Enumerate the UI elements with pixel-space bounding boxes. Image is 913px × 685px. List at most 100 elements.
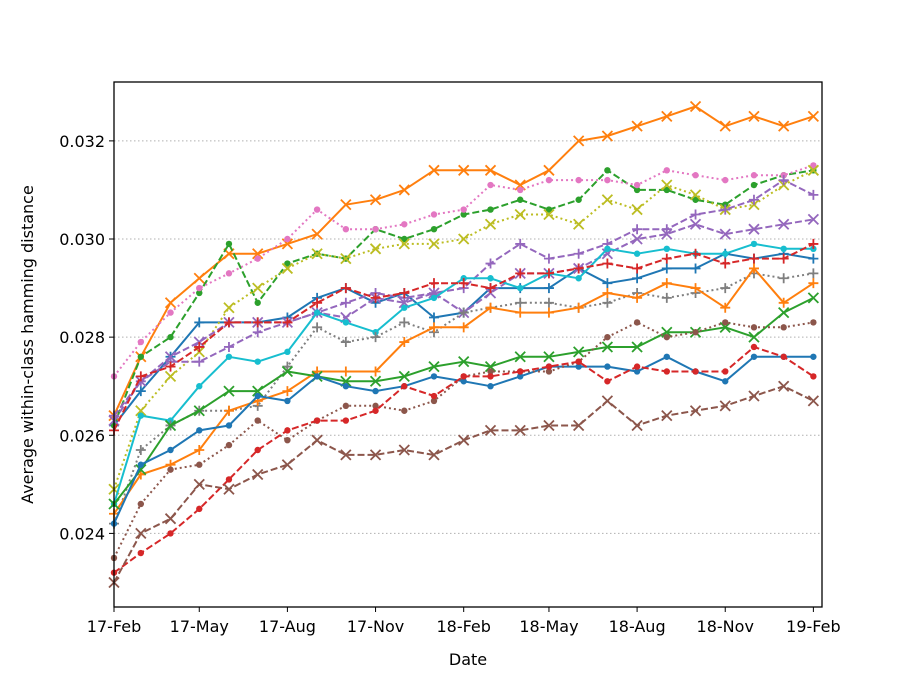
data-point [460,373,467,380]
series-16 [108,380,820,589]
data-point [632,273,643,284]
data-point [487,206,494,213]
data-point [281,365,294,378]
data-point [601,194,614,206]
data-point [663,333,670,341]
plot-frame [113,81,823,608]
data-point [430,392,438,400]
data-point [458,278,469,289]
data-point [135,371,146,382]
data-point [223,405,234,416]
data-point [281,262,294,275]
data-point [137,549,145,557]
data-point [485,258,496,269]
data-point [722,176,729,184]
data-point [254,299,261,306]
data-point [460,378,467,385]
data-point [661,110,673,122]
data-point [575,363,582,370]
data-point [194,356,205,367]
data-point [517,196,524,203]
data-point [663,245,670,253]
data-point [748,390,760,402]
data-point [340,337,351,348]
data-point [225,476,233,483]
data-point [778,306,790,319]
data-point [369,375,382,387]
data-point [543,164,555,176]
data-point [254,358,261,365]
x-tick-label: 17-May [170,617,229,636]
data-point [430,397,438,405]
data-point [604,167,611,174]
y-tick-label: 0.030 [59,230,105,249]
data-point [543,268,554,279]
data-point [689,218,702,230]
data-point [692,329,699,336]
data-point [428,322,439,333]
data-point [223,317,234,328]
data-point [225,270,233,277]
data-point [808,253,819,264]
data-point [661,410,673,422]
data-point [164,370,177,383]
data-point [604,245,611,253]
data-point [252,327,263,338]
data-point [748,223,760,235]
y-tick-label: 0.026 [59,426,105,445]
data-point [690,283,701,294]
data-point [196,427,203,434]
data-point [137,412,145,419]
data-point [778,175,789,186]
data-point [573,218,585,230]
data-point [252,248,264,260]
data-point [689,405,702,417]
data-point [281,459,294,471]
data-point [398,238,410,250]
data-point [372,387,379,395]
data-point [399,317,410,328]
data-point [225,441,233,449]
data-point [661,179,673,191]
data-point [193,478,205,490]
data-point [194,341,205,352]
data-point [167,446,174,454]
data-point [311,248,323,260]
data-point [720,258,731,269]
data-point [780,324,787,331]
data-point [196,505,203,513]
x-tick-label: 17-Nov [347,617,404,636]
data-point [372,225,379,233]
data-point [807,395,820,407]
data-point [722,250,729,257]
data-point [689,189,702,201]
data-point [748,331,760,343]
data-point [137,500,145,508]
data-point [135,405,147,417]
data-point [545,206,553,213]
data-point [430,294,438,302]
data-point [604,176,611,184]
data-point [633,181,641,189]
data-point [340,297,351,308]
data-point [661,326,673,338]
data-point [545,363,553,370]
data-point [458,356,470,368]
x-tick-label: 17-Aug [259,617,316,636]
data-point [748,263,759,274]
data-point [135,527,147,540]
data-point [575,275,582,282]
data-point [487,181,494,189]
data-point [458,233,470,245]
data-point [517,284,524,292]
data-point [663,167,670,174]
x-tick-label: 18-Aug [609,617,666,636]
y-axis-label: Average within-class hamming distance [18,185,37,504]
data-point [722,378,729,385]
data-point [313,417,321,424]
data-point [369,243,382,255]
data-point [663,186,670,194]
data-point [633,186,641,194]
data-point [722,368,729,375]
data-point [194,444,205,455]
